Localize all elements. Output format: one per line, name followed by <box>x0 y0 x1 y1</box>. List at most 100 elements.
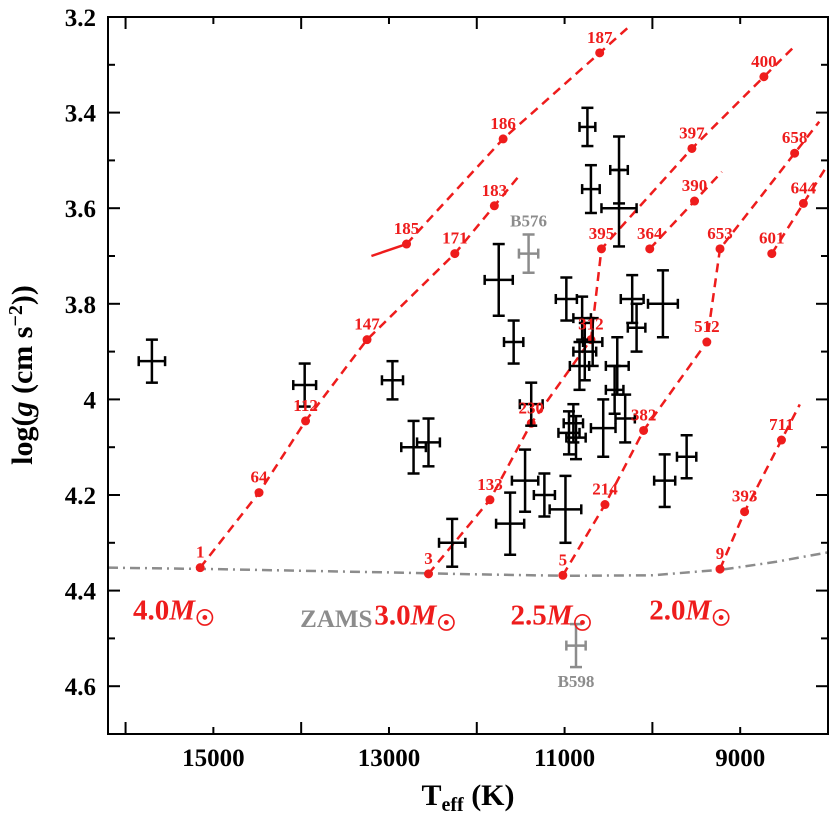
track-point-label: 214 <box>592 480 618 499</box>
track-point <box>498 134 508 144</box>
track-point-label: 393 <box>732 487 758 506</box>
track-point <box>450 249 460 259</box>
x-axis-label-main: T <box>421 779 441 812</box>
track-line <box>405 25 631 245</box>
track-point-label: 312 <box>578 315 604 334</box>
track-point <box>423 569 433 579</box>
star-marker <box>581 316 604 368</box>
star-marker <box>619 273 645 325</box>
annotations-layer: ZAMS 1 64 112 147 171 183 185 186 187 3 133 230 312 39… <box>133 28 817 691</box>
star-marker <box>578 106 597 148</box>
mass-label: 2.5M☉ <box>511 600 593 636</box>
track-point-label: 382 <box>631 405 657 424</box>
track-point <box>301 416 311 426</box>
star-marker <box>675 434 698 480</box>
star-marker <box>589 398 617 459</box>
star-marker <box>437 517 467 568</box>
zams-label: ZAMS <box>300 606 372 633</box>
star-marker <box>580 163 601 215</box>
highlighted-star <box>517 233 540 274</box>
axes: 15000 13000 11000 9000 3.2 3.4 3.6 3.8 4 4.2 4.4 4.… <box>65 5 829 772</box>
track-point <box>690 196 700 206</box>
x-axis-label-unit: (K) <box>464 779 515 812</box>
track-point-label: 187 <box>587 28 613 47</box>
track-point-label: 9 <box>716 544 725 563</box>
star-marker <box>502 319 525 365</box>
y-tick-label: 4.2 <box>65 483 96 510</box>
star-marker <box>415 417 442 468</box>
track-point <box>254 488 264 498</box>
star-marker <box>292 362 318 408</box>
track-point <box>645 244 655 254</box>
track-point <box>776 435 786 445</box>
track-point-label: 133 <box>477 475 503 494</box>
y-axis-label-suffix: )) <box>6 285 39 305</box>
track-point-label: 112 <box>293 396 318 415</box>
track-point <box>740 507 750 517</box>
y-tick-label: 4.6 <box>65 674 96 701</box>
track-point-label: 185 <box>394 219 420 238</box>
track-point-label: 183 <box>482 181 508 200</box>
x-tick-label: 13000 <box>358 745 421 772</box>
track-point-label: 512 <box>694 317 720 336</box>
track-point <box>558 570 568 580</box>
y-tick-label: 3.6 <box>65 196 96 223</box>
y-tick-label: 3.8 <box>65 292 96 319</box>
track-line <box>770 168 826 255</box>
track-point-label: 397 <box>679 123 705 142</box>
evolutionary-tracks <box>195 25 826 580</box>
star-marker <box>600 168 638 248</box>
star-marker <box>380 359 405 401</box>
track-point <box>687 143 697 153</box>
y-tick-label: 4.4 <box>65 579 97 606</box>
x-tick-label: 9000 <box>715 745 765 772</box>
star-marker <box>510 448 540 513</box>
track-point <box>715 564 725 574</box>
track-point <box>702 337 712 347</box>
star-marker <box>494 491 526 556</box>
star-marker <box>626 302 647 353</box>
track-point-label: 230 <box>518 398 544 417</box>
x-axis-label-sub: eff <box>441 794 464 816</box>
track-point-label: 1 <box>196 543 205 562</box>
y-tick-label: 3.2 <box>65 5 96 32</box>
star-marker <box>532 472 557 518</box>
track-point-label: 147 <box>354 315 380 334</box>
track-point-label: 390 <box>682 176 708 195</box>
y-axis-label: log(g (cm s−2)) <box>5 285 39 465</box>
mass-label: 4.0M☉ <box>133 595 215 631</box>
track-point-label: 658 <box>782 128 808 147</box>
track-point-label: 644 <box>791 178 817 197</box>
y-axis-label-units: (cm s <box>6 327 39 402</box>
y-axis-label-g: g <box>6 402 39 418</box>
track-point <box>798 198 808 208</box>
track-point <box>767 249 777 259</box>
track-point-label: 5 <box>559 550 568 569</box>
highlighted-star <box>565 622 587 669</box>
highlighted-star-label: B598 <box>558 672 595 691</box>
star-marker <box>400 419 428 475</box>
stars-layer <box>137 106 698 669</box>
star-marker <box>518 381 544 427</box>
track-line <box>718 403 801 570</box>
x-tick-label: 15000 <box>182 745 245 772</box>
track-point-label: 395 <box>589 224 615 243</box>
mass-label: 3.0M☉ <box>374 600 456 636</box>
track-point-label: 64 <box>251 468 269 487</box>
star-marker <box>137 338 167 384</box>
track-point <box>596 244 606 254</box>
track-point-label: 3 <box>424 549 433 568</box>
track-point-label: 364 <box>637 224 663 243</box>
track-point-label: 711 <box>769 415 794 434</box>
star-marker <box>557 410 581 456</box>
track-point <box>595 48 605 58</box>
track-point <box>759 72 769 82</box>
y-tick-label: 4 <box>84 387 97 414</box>
track-point <box>195 563 205 573</box>
track-point-label: 400 <box>751 52 777 71</box>
x-tick-label: 11000 <box>534 745 595 772</box>
star-marker <box>565 414 587 461</box>
track-line <box>199 174 521 569</box>
x-axis-label: Teff (K) <box>421 779 514 816</box>
track-point <box>362 335 372 345</box>
